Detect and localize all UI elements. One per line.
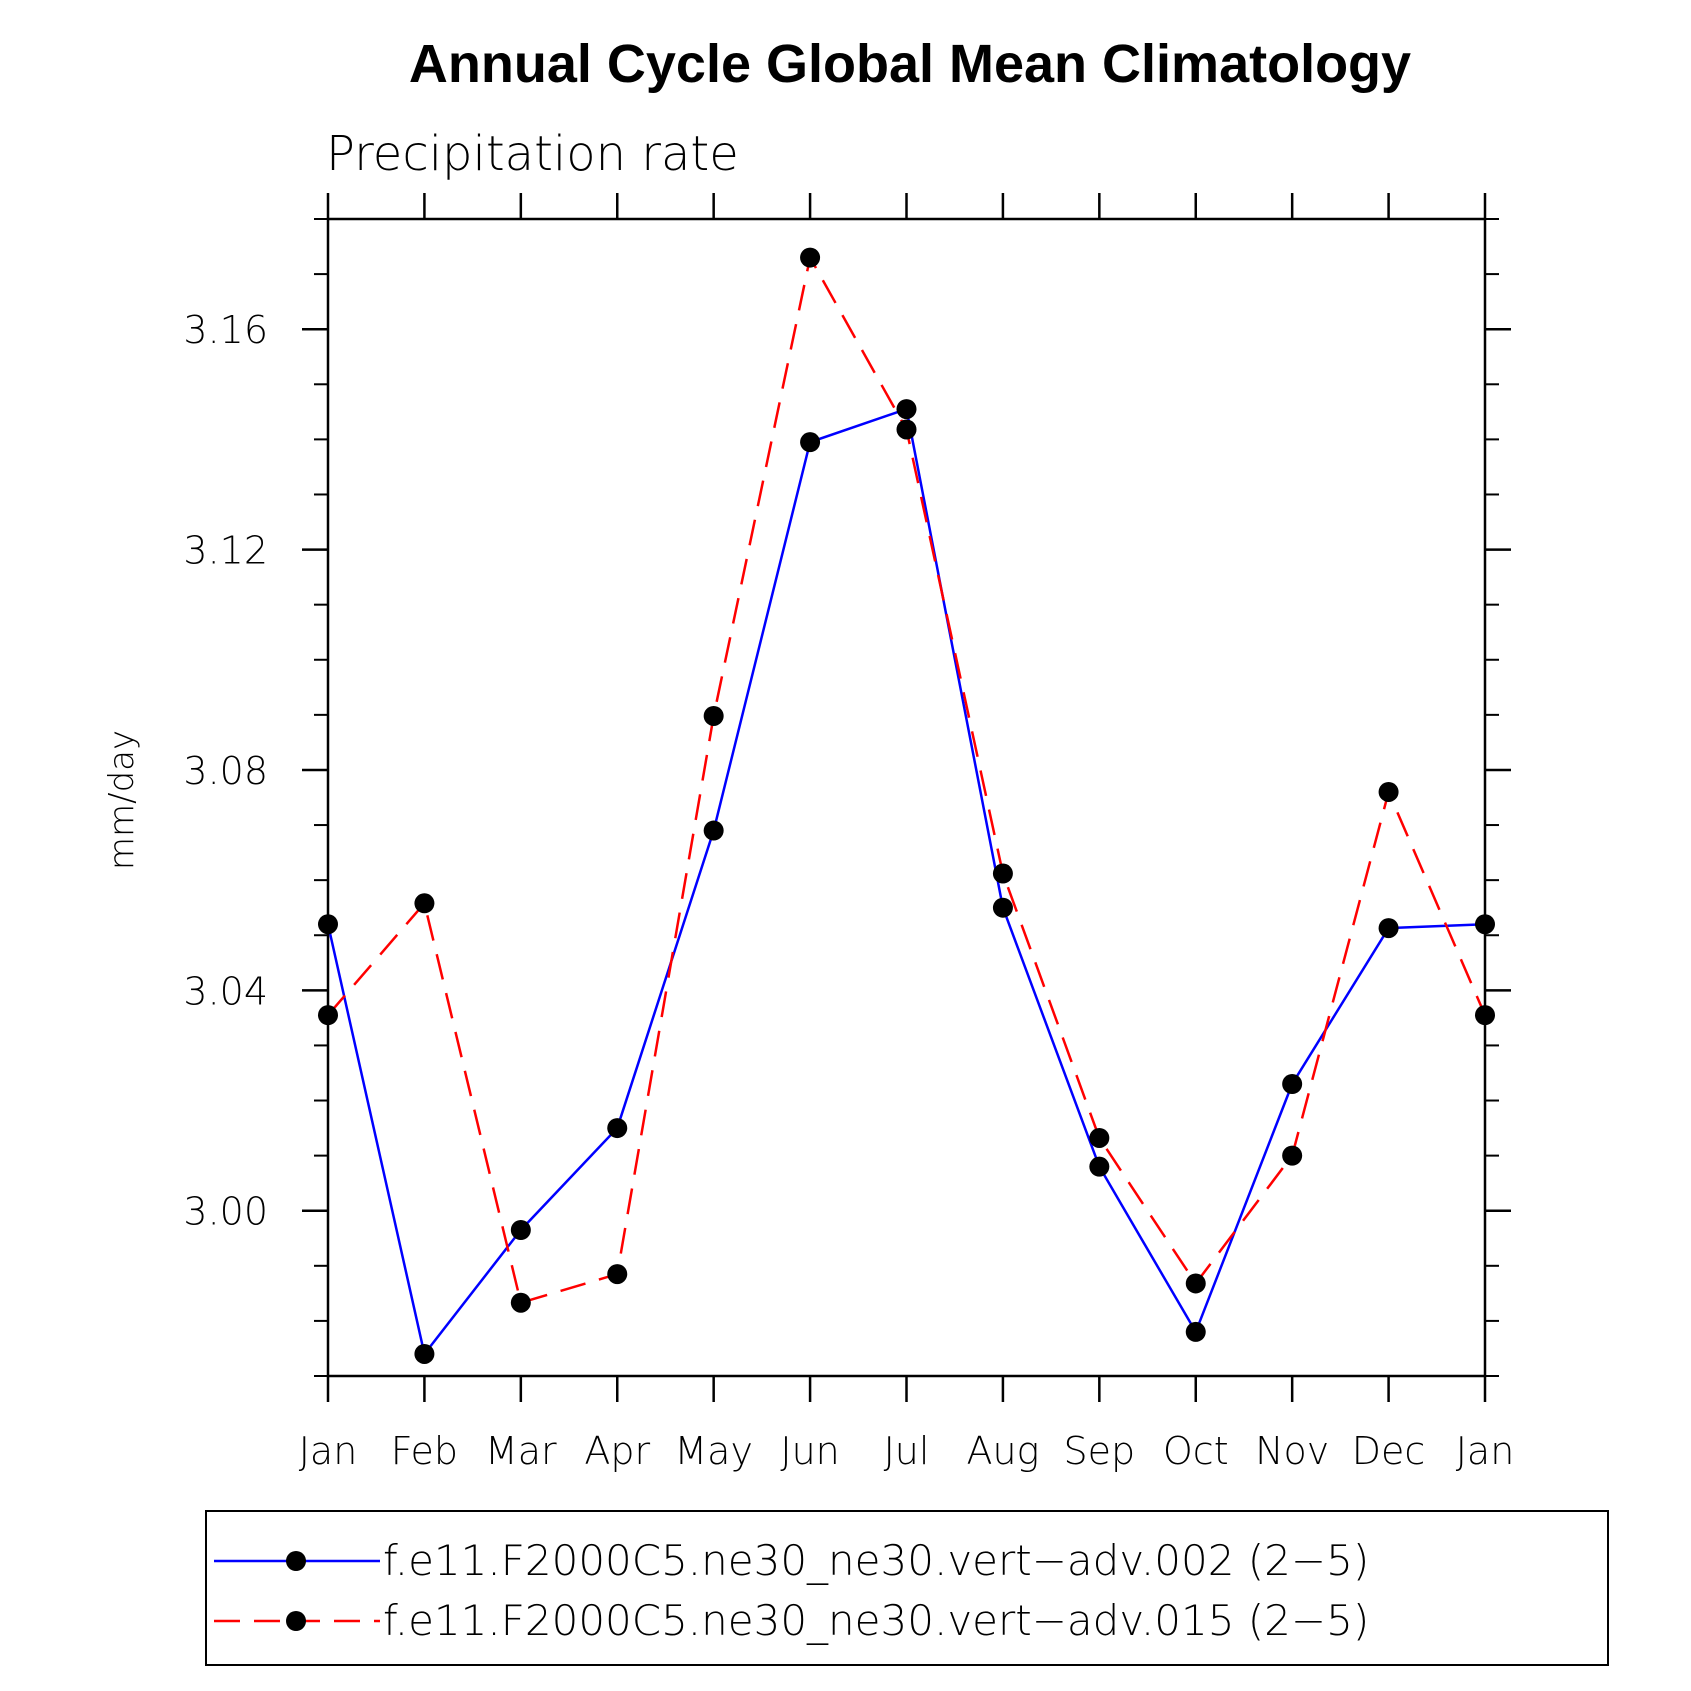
x-tick-label: Mar xyxy=(485,1429,557,1473)
series-layer xyxy=(318,247,1495,1364)
series-1-point xyxy=(1089,1156,1110,1177)
series-2-point xyxy=(992,863,1013,884)
y-tick-label: 3.04 xyxy=(183,969,268,1013)
series-2-point xyxy=(800,247,821,268)
x-tick-label: May xyxy=(674,1429,753,1473)
series-1-point xyxy=(1185,1321,1206,1342)
series-1-point xyxy=(510,1219,531,1240)
y-tick-label: 3.08 xyxy=(183,749,268,793)
series-2-point xyxy=(1378,781,1399,802)
series-1-point xyxy=(992,897,1013,918)
axis-ticks xyxy=(302,193,1511,1402)
series-2-point xyxy=(703,705,724,726)
x-tick-labels: Jan Feb Mar Apr May Jun Jul Aug Sep Oct Nov Dec Jan xyxy=(299,1429,1515,1473)
series-1-point xyxy=(607,1118,628,1139)
legend-marker-1 xyxy=(286,1551,306,1571)
series-2-point xyxy=(1089,1127,1110,1148)
series-2-point xyxy=(1282,1145,1303,1166)
series-1-point xyxy=(1378,918,1399,939)
legend-entries: f.e11.F2000C5.ne30_ne30.vert−adv.002 (2−… xyxy=(214,1536,1369,1645)
series-1-point xyxy=(703,820,724,841)
y-axis-label: mm/day xyxy=(102,730,142,870)
x-tick-label: Apr xyxy=(584,1429,650,1473)
x-tick-label: Oct xyxy=(1163,1429,1229,1473)
legend: f.e11.F2000C5.ne30_ne30.vert−adv.002 (2−… xyxy=(205,1510,1609,1666)
chart-title: Annual Cycle Global Mean Climatology xyxy=(409,34,1411,94)
x-tick-label: Jan xyxy=(1456,1429,1515,1473)
x-tick-label: Jul xyxy=(884,1429,930,1473)
plot-frame xyxy=(326,217,1487,1378)
series-1-point xyxy=(1282,1073,1303,1094)
series-2-point xyxy=(607,1264,628,1285)
legend-label-1: f.e11.F2000C5.ne30_ne30.vert−adv.002 (2−… xyxy=(383,1536,1369,1585)
x-tick-label: Nov xyxy=(1255,1429,1329,1473)
legend-label-2: f.e11.F2000C5.ne30_ne30.vert−adv.015 (2−… xyxy=(383,1596,1369,1645)
series-2-point xyxy=(414,893,435,914)
legend-marker-2 xyxy=(286,1611,306,1631)
series-2-point xyxy=(510,1292,531,1313)
y-tick-label: 3.12 xyxy=(183,529,268,573)
series-line-1 xyxy=(326,407,1486,1357)
x-tick-label: Dec xyxy=(1352,1429,1426,1473)
legend-box xyxy=(205,1510,1609,1666)
series-2-point xyxy=(896,419,917,440)
series-2-point xyxy=(1185,1273,1206,1294)
chart-subtitle: Precipitation rate xyxy=(326,126,739,182)
series-1-point xyxy=(800,432,821,453)
x-tick-label: Jan xyxy=(299,1429,358,1473)
y-tick-labels: 3.00 3.04 3.08 3.12 3.16 xyxy=(183,308,268,1234)
series-1-point xyxy=(414,1343,435,1364)
x-tick-label: Sep xyxy=(1064,1429,1136,1473)
y-tick-label: 3.00 xyxy=(183,1190,268,1234)
x-tick-label: Feb xyxy=(391,1429,458,1473)
x-tick-label: Jun xyxy=(780,1429,839,1473)
y-tick-label: 3.16 xyxy=(183,308,268,352)
x-tick-label: Aug xyxy=(966,1429,1039,1473)
series-1-point xyxy=(896,399,917,420)
